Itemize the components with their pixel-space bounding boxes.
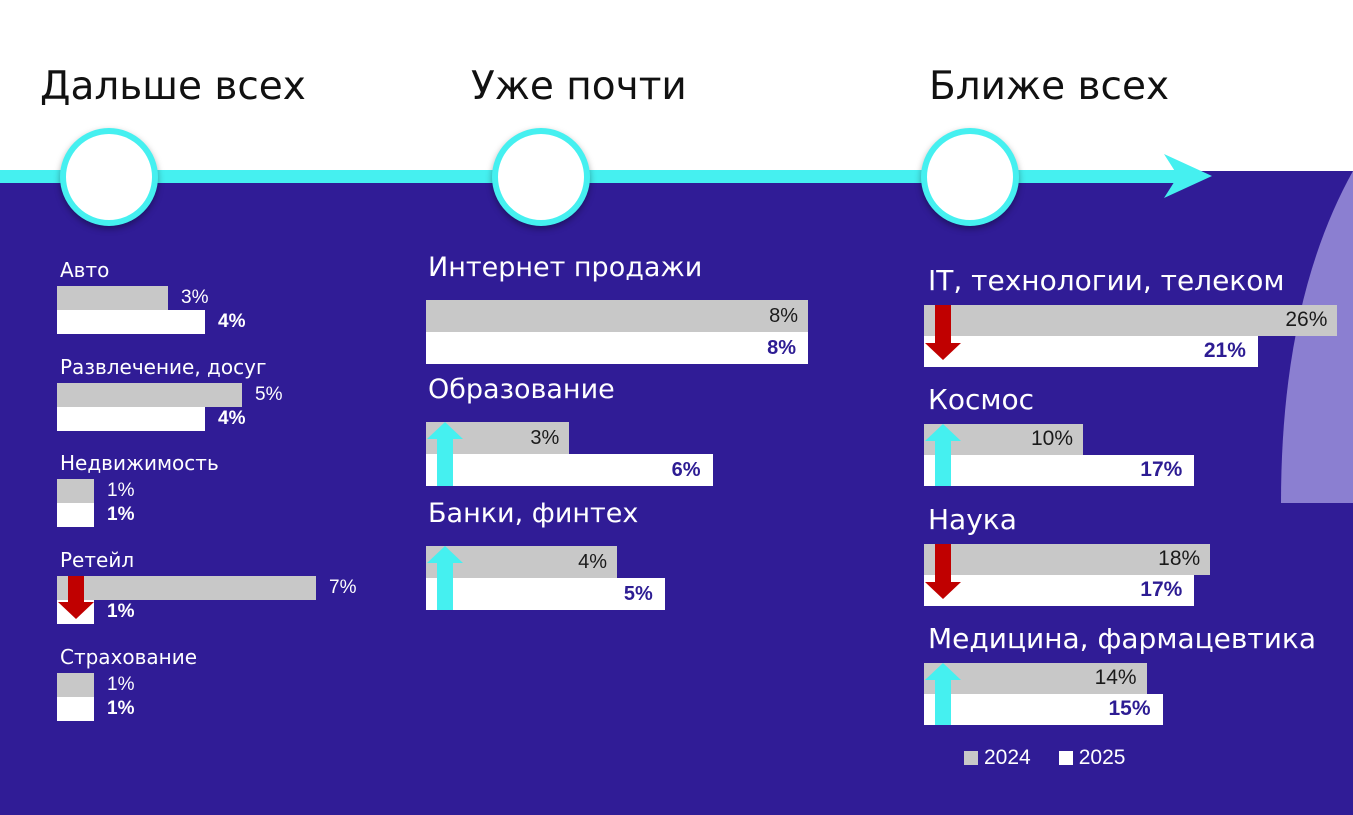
bar-2024 (924, 305, 1338, 336)
timeline-milestone-far (60, 128, 158, 226)
data-label-2024: 1% (107, 480, 135, 502)
data-label-2024: 26% (1285, 308, 1328, 332)
data-label-2024: 10% (1030, 427, 1073, 451)
heading-close: Ближе всех (929, 64, 1170, 109)
data-label-2025: 8% (767, 336, 796, 359)
arrow-up-icon (925, 424, 961, 486)
category-label: Образование (428, 374, 615, 405)
data-label-2024: 18% (1158, 547, 1201, 571)
data-label-2025: 17% (1140, 458, 1183, 482)
category-label: IT, технологии, телеком (928, 264, 1285, 297)
timeline-arrow-icon (1164, 154, 1212, 198)
category-label: Медицина, фармацевтика (928, 622, 1316, 655)
category-label: Недвижимость (60, 451, 219, 475)
data-label-2025: 17% (1140, 578, 1183, 602)
category-label: Космос (928, 383, 1035, 416)
category-label: Банки, финтех (428, 498, 639, 529)
data-label-2025: 15% (1108, 697, 1151, 721)
category-label: Развлечение, досуг (60, 355, 267, 379)
bar-2024 (924, 663, 1147, 694)
legend-item-2025: 2025 (1058, 746, 1126, 770)
arrow-up-icon (427, 546, 463, 610)
data-label-2024: 3% (181, 287, 209, 309)
data-label-2024: 1% (107, 674, 135, 696)
decor-arc (1281, 171, 1353, 503)
data-label-2025: 6% (671, 458, 701, 481)
category-label: Страхование (60, 645, 198, 669)
bar-2024 (57, 286, 168, 310)
heading-almost: Уже почти (471, 64, 687, 109)
timeline-line (0, 170, 1180, 183)
bar-2024 (57, 673, 94, 697)
timeline-milestone-almost (492, 128, 590, 226)
bar-2025 (57, 310, 205, 334)
bar-2024 (924, 544, 1211, 575)
bar-2025 (924, 455, 1195, 486)
data-label-2025: 4% (218, 408, 246, 430)
bar-2024 (57, 383, 242, 407)
data-label-2025: 1% (107, 601, 135, 623)
data-label-2025: 5% (623, 582, 653, 605)
bar-2025 (426, 454, 713, 486)
category-label: Ретейл (60, 548, 135, 572)
data-label-2024: 5% (255, 384, 283, 406)
data-label-2024: 14% (1094, 666, 1137, 690)
bar-2025 (426, 332, 808, 364)
data-label-2024: 7% (329, 577, 357, 599)
legend-item-2024: 2024 (964, 746, 1031, 770)
bar-2024 (426, 300, 808, 332)
timeline-milestone-close (921, 128, 1019, 226)
bar-2024 (57, 576, 316, 600)
bar-2025 (57, 503, 94, 527)
category-label: Авто (60, 258, 110, 282)
data-label-2024: 8% (769, 304, 798, 327)
bar-2025 (57, 407, 205, 431)
bar-2025 (924, 694, 1163, 725)
bar-2025 (426, 578, 665, 610)
legend-label-2025: 2025 (1078, 746, 1126, 769)
data-label-2024: 4% (578, 550, 607, 573)
legend-swatch-2024 (964, 751, 978, 765)
bar-2025 (57, 697, 94, 721)
arrow-down-icon (58, 576, 94, 619)
data-label-2024: 3% (530, 426, 560, 449)
data-label-2025: 1% (107, 698, 135, 720)
legend-label-2024: 2024 (984, 746, 1031, 769)
data-label-2025: 1% (107, 504, 135, 526)
heading-far: Дальше всех (40, 64, 306, 109)
bar-2024 (57, 479, 94, 503)
arrow-up-icon (427, 422, 463, 486)
category-label: Наука (928, 503, 1017, 536)
arrow-up-icon (925, 663, 961, 725)
legend-swatch-2025 (1058, 751, 1073, 765)
category-label: Интернет продажи (428, 252, 703, 283)
arrow-down-icon (925, 544, 961, 599)
data-label-2025: 21% (1203, 339, 1246, 363)
arrow-down-icon (925, 305, 961, 360)
legend: 2024 2025 (964, 746, 1125, 770)
bar-2025 (924, 336, 1258, 367)
bar-2025 (924, 575, 1195, 606)
data-label-2025: 4% (218, 311, 246, 333)
